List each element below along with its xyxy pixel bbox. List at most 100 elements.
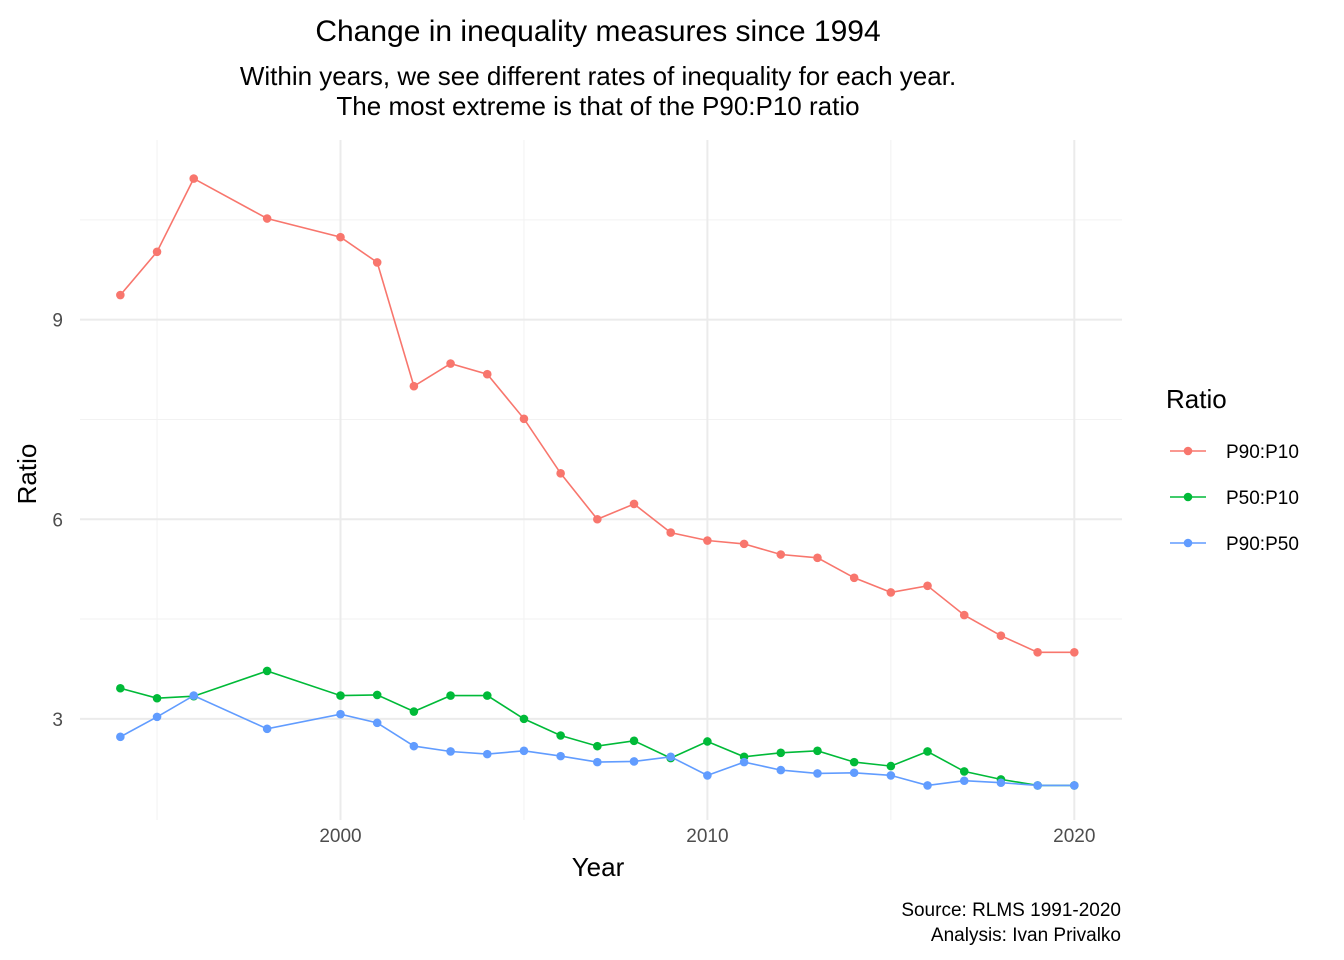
data-point-p90-p10: [666, 528, 676, 537]
caption-analysis: Analysis: Ivan Privalko: [931, 925, 1121, 946]
data-point-p90-p10: [739, 539, 749, 549]
data-point-p90-p10: [923, 581, 932, 591]
x-axis-title: Year: [572, 852, 625, 882]
data-point-p50-p10: [629, 736, 639, 746]
data-point-p90-p50: [593, 757, 602, 767]
y-tick-label: 6: [52, 510, 63, 531]
data-point-p50-p10: [336, 691, 345, 700]
data-point-p90-p10: [409, 381, 419, 391]
data-point-p90-p10: [262, 214, 272, 223]
data-point-p90-p50: [372, 718, 382, 728]
data-point-p90-p50: [152, 712, 162, 722]
data-point-p50-p10: [152, 693, 162, 703]
data-point-p90-p10: [152, 247, 162, 257]
y-tick-label: 9: [52, 311, 63, 332]
data-point-p90-p50: [959, 776, 969, 786]
series-p50-p10: [116, 666, 1079, 790]
data-point-p50-p10: [776, 748, 786, 758]
data-point-p90-p50: [1033, 781, 1042, 790]
data-point-p90-p10: [703, 536, 712, 545]
data-point-p90-p10: [336, 232, 345, 242]
data-point-p90-p50: [1070, 781, 1079, 790]
data-point-p90-p50: [446, 747, 455, 756]
series-line-p90-p10: [119, 177, 1075, 654]
legend-item-p90-p10: P90:P10: [1170, 442, 1299, 463]
legend-label: P50:P10: [1226, 488, 1299, 509]
x-tick-label: 2020: [1053, 826, 1095, 847]
legend-items: P90:P10 P50:P10 P90:P50: [1170, 442, 1299, 555]
data-point-p90-p50: [262, 724, 272, 734]
data-point-p90-p10: [629, 499, 639, 509]
data-point-p50-p10: [409, 707, 419, 716]
data-point-p90-p10: [959, 610, 969, 620]
y-axis-tick-labels: 3 6 9: [52, 311, 63, 731]
data-point-p90-p50: [482, 749, 492, 759]
data-point-p90-p50: [189, 691, 199, 700]
data-point-p90-p10: [116, 290, 125, 300]
chart-title: Change in inequality measures since 1994: [315, 15, 880, 48]
data-point-p50-p10: [959, 767, 969, 776]
data-point-p90-p10: [813, 553, 822, 563]
data-point-p90-p50: [813, 769, 822, 778]
series-line-p90-p50: [120, 694, 1075, 787]
data-point-p90-p10: [519, 414, 529, 424]
legend-item-p90-p50: P90:P50: [1170, 534, 1299, 555]
data-point-p50-p10: [556, 731, 565, 740]
legend-key-point: [1183, 446, 1193, 456]
data-point-p90-p50: [116, 732, 125, 742]
minor-gridlines: [80, 140, 1122, 820]
legend-label: P90:P50: [1226, 534, 1299, 555]
legend-label: P90:P10: [1226, 442, 1299, 463]
data-point-p50-p10: [446, 691, 455, 700]
data-point-p50-p10: [923, 747, 932, 756]
data-point-p90-p50: [666, 752, 676, 762]
data-point-p50-p10: [519, 714, 529, 724]
data-point-p90-p10: [776, 550, 786, 559]
data-point-p90-p10: [446, 359, 455, 368]
data-point-p50-p10: [849, 757, 859, 767]
data-point-p90-p50: [886, 771, 896, 780]
x-tick-label: 2000: [319, 826, 361, 847]
x-axis-tick-labels: 2000 2010 2020: [319, 826, 1095, 847]
major-gridlines: [80, 140, 1122, 820]
data-point-p90-p10: [1070, 648, 1079, 657]
legend-item-p50-p10: P50:P10: [1170, 488, 1299, 509]
data-point-p90-p10: [886, 588, 896, 597]
data-point-p90-p10: [849, 573, 859, 583]
data-point-p50-p10: [372, 690, 382, 700]
data-point-p90-p50: [409, 741, 419, 751]
chart-subtitle-line-1: Within years, we see different rates of …: [240, 61, 956, 91]
data-point-p90-p50: [739, 757, 749, 767]
data-point-p50-p10: [813, 746, 822, 756]
data-point-p50-p10: [703, 737, 712, 746]
data-point-p90-p10: [996, 631, 1006, 640]
chart-subtitle-line-2: The most extreme is that of the P90:P10 …: [336, 91, 859, 121]
legend-key-point: [1183, 492, 1193, 502]
data-point-p50-p10: [482, 691, 492, 700]
series-p90-p10: [116, 174, 1079, 657]
y-tick-label: 3: [52, 710, 63, 731]
data-point-p50-p10: [116, 683, 125, 693]
data-point-p90-p50: [336, 709, 345, 719]
data-point-p90-p50: [556, 751, 565, 761]
x-tick-label: 2010: [686, 826, 728, 847]
data-point-p50-p10: [593, 741, 602, 751]
data-point-p90-p50: [996, 778, 1006, 788]
data-point-p90-p10: [372, 258, 382, 267]
data-point-p90-p50: [923, 781, 932, 790]
data-point-p90-p10: [593, 514, 602, 524]
data-point-p90-p50: [776, 765, 786, 775]
legend: Ratio P90:P10 P50:P10 P90:P50: [1166, 384, 1299, 555]
data-point-p90-p50: [519, 746, 529, 756]
data-point-p90-p10: [189, 174, 199, 183]
data-point-p90-p50: [849, 768, 859, 778]
legend-title: Ratio: [1166, 384, 1227, 414]
data-point-p50-p10: [262, 666, 272, 676]
data-point-p90-p50: [629, 757, 639, 766]
data-point-p50-p10: [886, 761, 896, 771]
caption-source: Source: RLMS 1991-2020: [901, 900, 1121, 921]
series-layer: [116, 174, 1079, 790]
data-point-p90-p10: [1033, 648, 1042, 657]
y-axis-title: Ratio: [12, 444, 42, 505]
